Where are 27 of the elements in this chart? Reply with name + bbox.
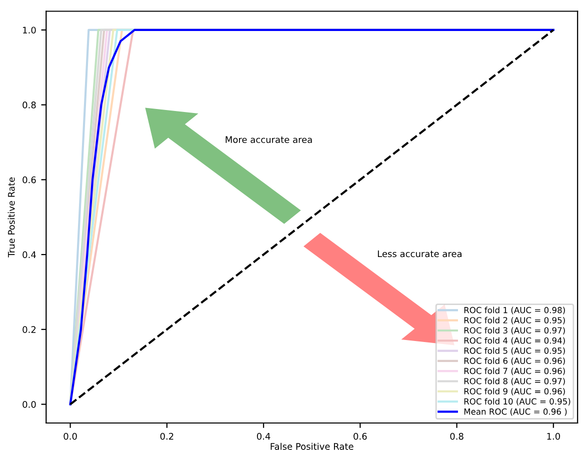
y-axis-title: True Positive Rate [8, 177, 15, 258]
y-tick-label: 0.4 [22, 251, 36, 258]
legend-label: ROC fold 7 (AUC = 0.96) [464, 368, 565, 376]
legend-label: ROC fold 6 (AUC = 0.96) [464, 358, 565, 365]
legend-label: ROC fold 4 (AUC = 0.94) [464, 337, 565, 345]
y-tick-label: 0.8 [22, 102, 36, 108]
legend-label: ROC fold 3 (AUC = 0.97) [464, 327, 565, 335]
legend-label: Mean ROC (AUC = 0.96 ) [464, 408, 567, 416]
legend-label: ROC fold 1 (AUC = 0.98) [464, 306, 565, 314]
y-tick-label: 0.6 [22, 176, 36, 184]
x-tick-label: 0.6 [354, 432, 367, 440]
y-tick-label: 0.0 [22, 401, 36, 408]
annotation: Less accurate area [378, 250, 462, 258]
x-tick-label: 0.4 [256, 432, 270, 440]
x-axis-title: False Positive Rate [270, 442, 354, 450]
x-tick-label: 0.0 [64, 432, 77, 440]
legend-label: ROC fold 8 (AUC = 0.97) [464, 378, 565, 386]
x-tick-label: 1.0 [547, 432, 560, 440]
annotation: More accurate area [226, 136, 312, 144]
legend-label: ROC fold 9 (AUC = 0.96) [464, 388, 565, 396]
legend-label: ROC fold 2 (AUC = 0.95) [464, 316, 565, 324]
legend-label: ROC fold 5 (AUC = 0.95) [464, 347, 565, 355]
x-tick-label: 0.2 [160, 432, 174, 440]
x-tick-label: 0.8 [450, 432, 464, 440]
y-tick-label: 1.0 [23, 26, 36, 34]
y-tick-label: 0.2 [22, 326, 36, 333]
legend-label: ROC fold 10 (AUC = 0.95) [464, 398, 570, 406]
